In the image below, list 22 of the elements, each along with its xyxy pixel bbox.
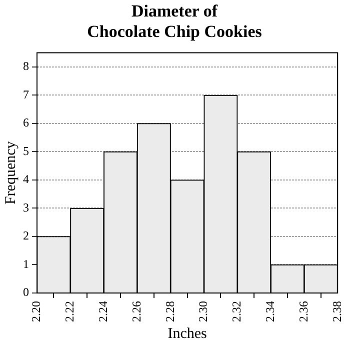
y-tick-label: 5 bbox=[23, 144, 29, 158]
x-tick-label: 2.28 bbox=[162, 301, 177, 322]
chart-title: Diameter of Chocolate Chip Cookies bbox=[87, 2, 262, 41]
x-tick-label: 2.30 bbox=[196, 301, 210, 322]
x-tick-label: 2.20 bbox=[29, 301, 44, 322]
y-tick-label: 1 bbox=[23, 256, 29, 271]
y-tick-label: 2 bbox=[23, 228, 29, 243]
x-tick-label: 2.38 bbox=[330, 301, 344, 322]
x-tick-label: 2.34 bbox=[262, 301, 277, 322]
x-tick-label: 2.26 bbox=[129, 301, 144, 322]
y-tick-label: 3 bbox=[23, 200, 29, 214]
y-tick-label: 7 bbox=[23, 87, 29, 102]
x-tick-label: 2.32 bbox=[230, 301, 244, 322]
y-tick-label: 0 bbox=[23, 285, 29, 300]
y-axis-title: Frequency bbox=[2, 140, 19, 205]
x-axis-title: Inches bbox=[168, 326, 208, 342]
y-tick-label: 4 bbox=[23, 172, 29, 186]
y-tick-label: 8 bbox=[23, 59, 29, 74]
x-tick-label: 2.22 bbox=[62, 301, 77, 322]
x-tick-label: 2.36 bbox=[296, 301, 310, 322]
y-tick-label: 6 bbox=[23, 116, 29, 130]
x-tick-label: 2.24 bbox=[96, 301, 110, 322]
